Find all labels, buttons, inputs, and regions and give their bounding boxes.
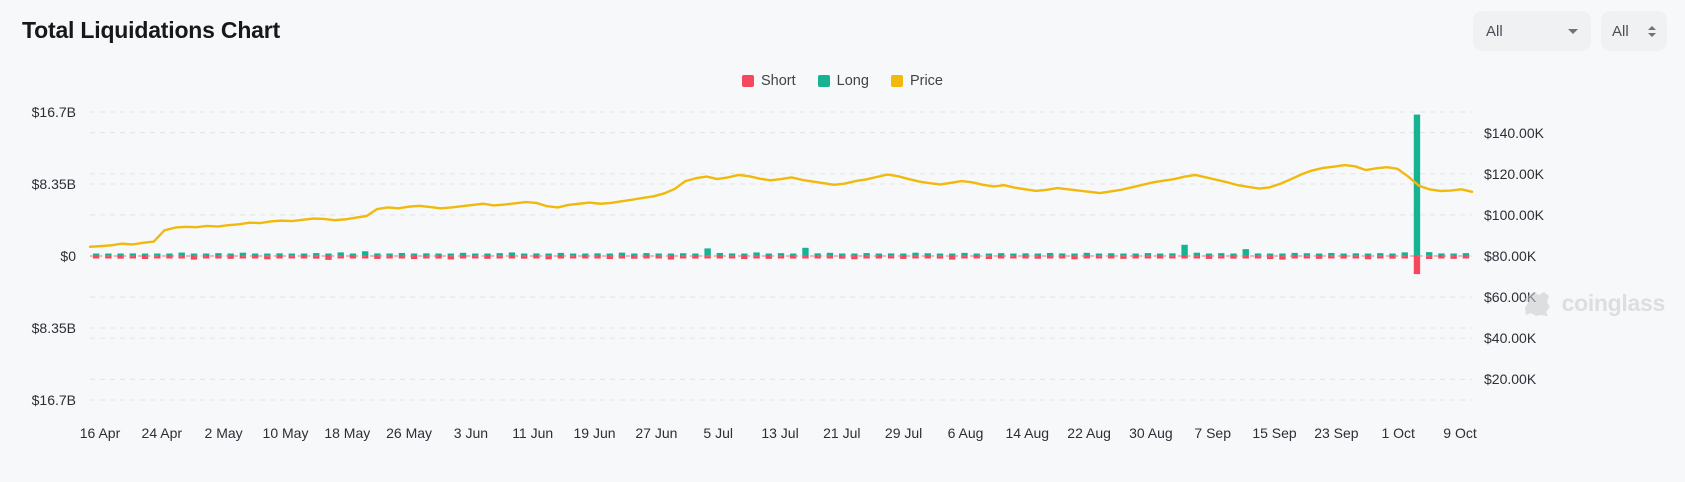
page-title: Total Liquidations Chart xyxy=(22,17,280,43)
x-axis-tick: 29 Jul xyxy=(884,425,923,441)
x-axis-tick: 11 Jun xyxy=(512,425,554,441)
x-axis-tick: 6 Aug xyxy=(947,425,984,441)
x-axis-tick: 18 May xyxy=(324,425,371,441)
y-axis-left-tick: $16.7B xyxy=(31,104,76,120)
y-axis-left-tick: $16.7B xyxy=(31,392,76,408)
y-axis-right-tick: $100.00K xyxy=(1484,206,1544,223)
y-axis-right-tick: $80.00K xyxy=(1484,248,1537,264)
chart-header: Total Liquidations Chart All All xyxy=(0,0,1685,62)
x-axis-tick: 9 Oct xyxy=(1443,425,1477,441)
x-axis-tick: 26 May xyxy=(386,425,433,441)
chevron-down-icon xyxy=(1568,28,1578,34)
chart-controls: All All xyxy=(1473,11,1667,51)
x-axis-tick: 10 May xyxy=(262,425,309,441)
x-axis-tick: 30 Aug xyxy=(1129,425,1173,441)
x-axis-tick: 14 Aug xyxy=(1005,425,1050,441)
chart-legend: Short Long Price xyxy=(0,73,1685,89)
long-color-swatch xyxy=(817,75,830,87)
x-axis-tick: 27 Jun xyxy=(635,425,678,441)
plot-area: $16.7B $8.35B $0 $8.35B $16.7B $140.00K $120.… xyxy=(0,100,1685,482)
symbol-filter-dropdown[interactable]: All xyxy=(1601,11,1667,51)
legend-label-short: Short xyxy=(761,73,796,89)
chevron-up-down-icon xyxy=(1648,25,1656,37)
x-axis-tick: 19 Jun xyxy=(573,425,616,441)
price-color-swatch xyxy=(890,75,903,87)
x-axis-tick: 2 May xyxy=(204,425,243,441)
symbol-filter-label: All xyxy=(1612,22,1629,40)
x-axis-tick: 23 Sep xyxy=(1314,425,1359,441)
chart-canvas[interactable] xyxy=(0,100,1685,482)
y-axis-right-tick: $40.00K xyxy=(1484,330,1537,347)
legend-label-price: Price xyxy=(909,73,943,89)
x-axis-tick: 22 Aug xyxy=(1067,425,1111,441)
x-axis-tick: 16 Apr xyxy=(79,425,121,441)
short-color-swatch xyxy=(742,75,754,87)
x-axis-tick: 15 Sep xyxy=(1252,425,1297,441)
x-axis-tick: 1 Oct xyxy=(1381,425,1415,441)
exchange-filter-dropdown[interactable]: All xyxy=(1473,11,1591,51)
x-axis-tick: 24 Apr xyxy=(141,425,183,441)
y-axis-left-tick: $0 xyxy=(60,248,76,264)
y-axis-left-tick: $8.35B xyxy=(31,176,76,192)
legend-label-long: Long xyxy=(836,73,869,89)
legend-item-short[interactable]: Short xyxy=(742,73,796,89)
y-axis-right-tick: $120.00K xyxy=(1484,165,1544,182)
y-axis-left-tick: $8.35B xyxy=(31,320,76,336)
x-axis-tick: 3 Jun xyxy=(453,425,489,441)
x-axis-tick: 7 Sep xyxy=(1194,425,1231,441)
legend-item-price[interactable]: Price xyxy=(890,73,943,89)
y-axis-right-tick: $60.00K xyxy=(1484,289,1537,306)
y-axis-right-tick: $20.00K xyxy=(1484,371,1537,388)
y-axis-right-tick: $140.00K xyxy=(1484,124,1544,141)
x-axis-tick: 13 Jul xyxy=(761,425,799,441)
exchange-filter-label: All xyxy=(1486,22,1503,40)
x-axis-tick: 5 Jul xyxy=(703,425,733,441)
x-axis-tick: 21 Jul xyxy=(823,425,861,441)
legend-item-long[interactable]: Long xyxy=(817,73,869,89)
